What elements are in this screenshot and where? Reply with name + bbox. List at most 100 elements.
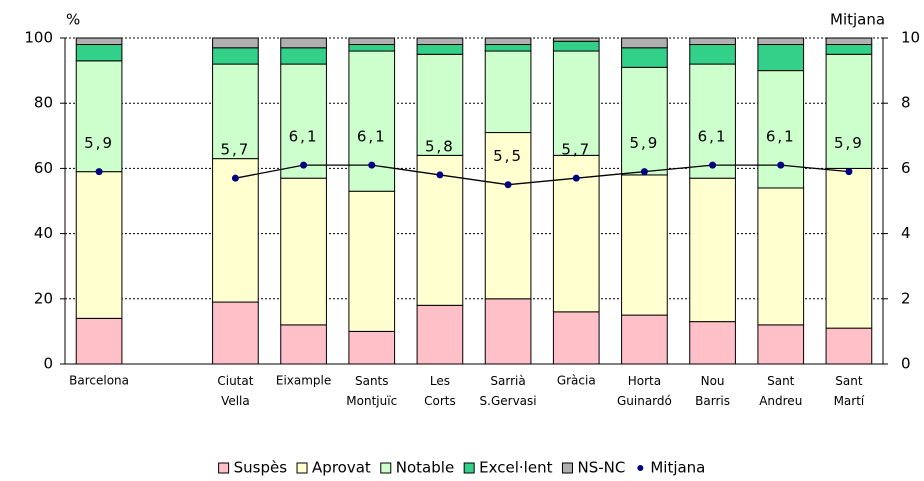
mean-line (235, 164, 849, 186)
legend-swatch (218, 462, 230, 474)
bar-segment (416, 304, 464, 365)
bar-segment (212, 63, 259, 160)
bar-segment (484, 298, 532, 365)
x-tick-label: Sant Andreu (759, 374, 802, 408)
mean-dot (504, 181, 512, 189)
bar-segment (552, 311, 600, 365)
bar-segment (280, 324, 327, 365)
mean-dot (300, 161, 308, 169)
bar-segment (825, 37, 873, 46)
bar-segment (552, 40, 600, 52)
bar-segment (348, 190, 396, 332)
y2-tick-label: 6 (901, 159, 911, 177)
x-tick-label: Barcelona (69, 374, 129, 388)
y-tick-label: 80 (34, 94, 53, 112)
y-axis-label: % (66, 11, 80, 29)
bar-segment (212, 37, 259, 49)
x-tick-label: Eixample (276, 374, 331, 388)
bar-segment (416, 53, 464, 156)
data-label: 5,5 (493, 147, 523, 165)
mean-dot (95, 168, 103, 176)
bar-segment (348, 37, 396, 46)
x-tick-label: Gràcia (557, 374, 596, 388)
bar-segment (75, 60, 123, 173)
bar-segment (689, 44, 736, 65)
x-tick-label: Sant Martí (834, 374, 865, 408)
data-label: 5,9 (834, 134, 864, 152)
bar-segment (416, 154, 464, 306)
mean-dot (231, 174, 239, 182)
bar-segment (757, 324, 805, 365)
bar-segment (689, 177, 736, 323)
y-tick-label: 100 (24, 29, 53, 47)
legend-label: Aprovat (312, 459, 371, 477)
bar-segment (280, 63, 327, 179)
bar-segment (621, 314, 668, 365)
legend-swatch (561, 462, 573, 474)
bar-segment (621, 174, 668, 316)
bar-segment (348, 44, 396, 52)
legend-label: Notable (396, 459, 454, 477)
mean-dot (640, 168, 648, 176)
mean-dot (845, 168, 853, 176)
bar-segment (689, 63, 736, 179)
bar-segment (484, 132, 532, 300)
bar-segment (689, 37, 736, 46)
y2-axis-label: Mitjana (830, 11, 885, 29)
y-tick-label: 20 (34, 289, 53, 307)
bar-segment (416, 44, 464, 55)
y-tick-label: 60 (34, 159, 53, 177)
bar-segment (757, 37, 805, 46)
bar-segment (621, 37, 668, 49)
data-label: 5,7 (220, 141, 250, 159)
bar-segment (757, 44, 805, 72)
bar-segment (280, 177, 327, 326)
bar-segment (280, 47, 327, 65)
bar-segment (212, 158, 259, 303)
data-label: 6,1 (698, 128, 728, 146)
data-label: 5,9 (629, 134, 659, 152)
bar-segment (621, 66, 668, 176)
legend-swatch (380, 462, 392, 474)
data-label: 6,1 (289, 128, 319, 146)
bar-segment (348, 50, 396, 192)
bar-segment (621, 47, 668, 68)
legend-swatch (463, 462, 475, 474)
legend-label: Suspès (234, 459, 288, 477)
bar-segment (348, 330, 396, 365)
y2-tick-label: 2 (901, 289, 911, 307)
legend-marker (637, 465, 644, 471)
bar-segment (825, 167, 873, 329)
legend-swatch (296, 462, 308, 474)
bar-segment (212, 47, 259, 65)
x-tick-label: Sants Montjuïc (346, 374, 397, 408)
legend-label: NS-NC (577, 459, 625, 477)
bar-segment (280, 37, 327, 49)
x-tick-label: Les Corts (424, 374, 456, 408)
bar-segment (689, 321, 736, 365)
y2-tick-label: 8 (901, 94, 911, 112)
x-tick-label: Ciutat Vella (217, 374, 253, 408)
y-tick-label: 40 (34, 224, 53, 242)
x-tick-label: Nou Barris (695, 374, 730, 408)
mean-dot (368, 161, 376, 169)
mean-dot (777, 161, 785, 169)
bar-segment (75, 317, 123, 365)
mean-dot (572, 174, 580, 182)
x-tick-label: Sarrià S.Gervasi (480, 374, 537, 408)
bar-segment (757, 187, 805, 326)
y-tick-label: 0 (43, 355, 53, 373)
bar-segment (825, 53, 873, 169)
data-label: 5,7 (561, 141, 591, 159)
x-tick-label: Horta Guinardó (617, 374, 672, 408)
bar-segment (825, 327, 873, 365)
y2-tick-label: 10 (901, 29, 920, 47)
bar-segment (484, 37, 532, 46)
bar-segment (75, 44, 123, 62)
legend: Suspès Aprovat Notable Excel·lent NS-NC Mitja… (218, 459, 705, 477)
data-label: 6,1 (766, 128, 796, 146)
bar-segment (416, 37, 464, 46)
mean-dot (436, 171, 444, 179)
bar-segment (484, 44, 532, 52)
